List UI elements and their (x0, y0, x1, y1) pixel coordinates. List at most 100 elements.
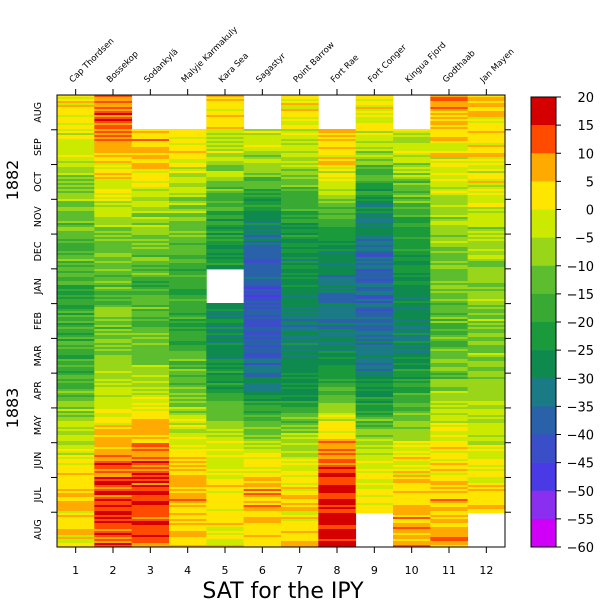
heat-cell (393, 291, 431, 294)
heat-cell (57, 489, 95, 492)
heat-cell (467, 205, 506, 208)
heat-cell (206, 111, 245, 114)
heat-cell (169, 361, 207, 364)
heat-cell (318, 481, 357, 484)
heat-cell (57, 137, 95, 140)
heat-cell (169, 515, 207, 518)
heat-cell (131, 401, 170, 404)
heat-cell (57, 191, 95, 194)
heat-cell (430, 331, 469, 334)
heat-cell (467, 127, 506, 130)
heat-cell (393, 293, 431, 296)
heat-cell (243, 191, 282, 194)
heat-cell (206, 475, 245, 478)
heat-cell (94, 123, 133, 126)
heat-cell (131, 135, 170, 138)
heat-cell (57, 537, 95, 540)
heat-cell (467, 297, 506, 300)
heat-cell (281, 391, 319, 394)
heat-cell (169, 359, 207, 362)
heat-cell (393, 211, 431, 214)
heat-cell (94, 159, 133, 162)
heat-cell (243, 403, 282, 406)
heat-cell (169, 441, 207, 444)
heat-cell (94, 411, 133, 414)
heat-cell (243, 445, 282, 448)
heat-cell (94, 387, 133, 390)
heat-cell (430, 283, 469, 286)
heat-cell (318, 415, 357, 418)
heat-cell (57, 309, 95, 312)
heat-cell (131, 371, 170, 374)
heat-cell (281, 307, 319, 310)
heat-cell (318, 389, 357, 392)
heat-cell (467, 365, 506, 368)
heat-cell (281, 399, 319, 402)
heat-cell (430, 517, 469, 520)
heat-cell (243, 439, 282, 442)
heat-cell (94, 393, 133, 396)
heat-cell (318, 539, 357, 542)
heat-cell (243, 151, 282, 154)
heat-cell (355, 445, 394, 448)
heat-cell (131, 483, 170, 486)
heat-cell (94, 365, 133, 368)
heat-cell (57, 351, 95, 354)
heat-cell (467, 235, 506, 238)
heat-cell (94, 487, 133, 490)
heat-cell (355, 159, 394, 162)
heat-cell (467, 133, 506, 136)
heat-cell (169, 539, 207, 542)
heat-cell (355, 157, 394, 160)
heat-cell (169, 507, 207, 510)
heat-cell (430, 183, 469, 186)
heat-cell (355, 155, 394, 158)
heat-cell (57, 211, 95, 214)
heat-cell (206, 199, 245, 202)
heat-cell (169, 409, 207, 412)
heat-cell (131, 367, 170, 370)
heat-cell (57, 527, 95, 530)
heat-cell (281, 335, 319, 338)
heat-cell (243, 221, 282, 224)
heat-cell (243, 311, 282, 314)
heat-cell (206, 461, 245, 464)
heat-cell (206, 451, 245, 454)
heat-cell (57, 465, 95, 468)
month-label: AUG (33, 519, 44, 540)
heat-cell (355, 237, 394, 240)
heat-cell (131, 211, 170, 214)
heat-cell (169, 291, 207, 294)
heat-cell (169, 433, 207, 436)
heat-cell (131, 255, 170, 258)
heat-cell (318, 251, 357, 254)
heat-cell (243, 229, 282, 232)
heat-cell (318, 349, 357, 352)
heat-cell (467, 99, 506, 102)
heat-cell (281, 185, 319, 188)
heat-cell (169, 307, 207, 310)
heat-cell (430, 129, 469, 132)
heat-cell (243, 141, 282, 144)
heat-cell (57, 155, 95, 158)
heat-cell (430, 379, 469, 382)
heat-cell (318, 407, 357, 410)
heat-cell (430, 109, 469, 112)
heat-cell (243, 381, 282, 384)
heat-cell (355, 215, 394, 218)
heat-cell (243, 351, 282, 354)
heat-cell (355, 359, 394, 362)
heat-cell (318, 441, 357, 444)
heat-cell (243, 423, 282, 426)
heat-cell (243, 477, 282, 480)
heat-cell (131, 303, 170, 306)
heat-cell (430, 535, 469, 538)
heat-cell (94, 305, 133, 308)
heat-cell (57, 521, 95, 524)
heat-cell (94, 363, 133, 366)
heat-cell (243, 255, 282, 258)
heat-cell (169, 287, 207, 290)
heat-cell (94, 121, 133, 124)
heat-cell (318, 509, 357, 512)
heat-cell (355, 111, 394, 114)
